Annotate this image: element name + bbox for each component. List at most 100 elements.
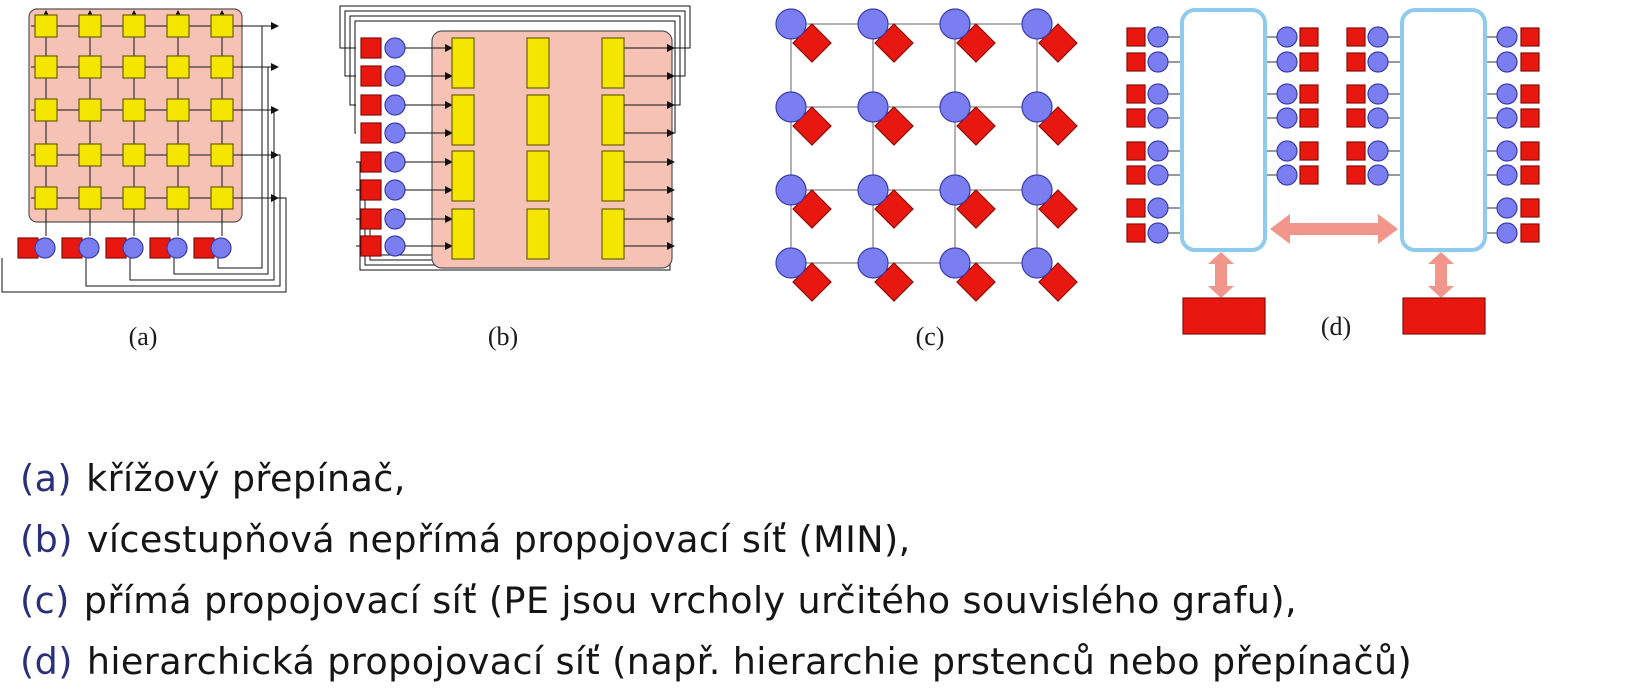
min-switch [601, 94, 625, 146]
min-switch [601, 150, 625, 202]
memory-icon [360, 208, 382, 230]
crossbar-switch [122, 98, 146, 122]
min-switch [451, 94, 475, 146]
crossbar-switch [122, 143, 146, 167]
processor-icon [1147, 222, 1169, 244]
min-switch [526, 150, 550, 202]
memory-icon [1299, 84, 1319, 104]
legend-text: vícestupňová nepřímá propojovací síť (MI… [86, 518, 911, 561]
processor-icon [1496, 83, 1518, 105]
crossbar-switch [34, 143, 58, 167]
hierarchy-links [1168, 36, 1498, 298]
processor-node [939, 247, 971, 279]
memory-icon [1520, 165, 1540, 185]
wire [339, 5, 691, 49]
processor-node [1021, 247, 1053, 279]
processor-node [1021, 8, 1053, 40]
memory-icon [1346, 141, 1366, 161]
memory-icon [360, 235, 382, 257]
memory-icon [1126, 52, 1146, 72]
memory-icon [1520, 84, 1540, 104]
caption-a: (a) [129, 322, 158, 351]
legend-item-c: (c) přímá propojovací síť (PE jsou vrchol… [20, 570, 1620, 631]
memory-link-arrow [1208, 252, 1234, 298]
processor-icon [384, 235, 406, 257]
caption-b: (b) [488, 322, 518, 351]
crossbar-switch [166, 14, 190, 38]
processor-icon [1367, 107, 1389, 129]
crossbar-switch [210, 143, 234, 167]
memory-icon [1346, 84, 1366, 104]
processor-node [857, 91, 889, 123]
crossbar-switch [122, 14, 146, 38]
min-switch [526, 208, 550, 260]
crossbar-switch [34, 98, 58, 122]
processor-icon [1276, 107, 1298, 129]
processor-node [775, 91, 807, 123]
processor-icon [1496, 197, 1518, 219]
memory-icon [360, 179, 382, 201]
crossbar-switch [78, 14, 102, 38]
memory-icon [1520, 223, 1540, 243]
processor-icon [384, 37, 406, 59]
memory-icon [1126, 27, 1146, 47]
min-switch [451, 37, 475, 89]
legend-tag: (b) [20, 518, 73, 561]
crossbar-switch [166, 55, 190, 79]
crossbar-switch [78, 143, 102, 167]
processor-icon [1496, 107, 1518, 129]
wire [344, 10, 686, 77]
processor-icon [1276, 140, 1298, 162]
processor-node [939, 91, 971, 123]
processor-icon [1147, 51, 1169, 73]
memory-icon [360, 94, 382, 116]
processor-node [775, 8, 807, 40]
crossbar-switch [34, 186, 58, 210]
ring-link-arrow [1270, 214, 1398, 244]
processor-icon [122, 237, 144, 259]
memory-link-arrow [1428, 252, 1454, 298]
ring-left [1180, 8, 1267, 252]
ring-right [1400, 8, 1487, 252]
memory-icon [1299, 141, 1319, 161]
processor-icon [384, 94, 406, 116]
min-switch [526, 37, 550, 89]
processor-icon [1147, 164, 1169, 186]
processor-icon [1496, 26, 1518, 48]
processor-node [775, 247, 807, 279]
memory-icon [1346, 108, 1366, 128]
crossbar-switch [166, 143, 190, 167]
min-switch [451, 208, 475, 260]
processor-icon [1496, 222, 1518, 244]
processor-node [775, 174, 807, 206]
crossbar-switches [17, 10, 279, 259]
processor-icon [384, 65, 406, 87]
processor-node [939, 8, 971, 40]
processor-icon [384, 208, 406, 230]
hierarchy-nodes [1126, 26, 1540, 335]
processor-icon [210, 237, 232, 259]
legend-list: (a) křížový přepínač, (b) vícestupňová nep… [20, 448, 1620, 692]
crossbar-switch [166, 98, 190, 122]
legend-item-d: (d) hierarchická propojovací síť (např. h… [20, 631, 1620, 692]
legend-text: křížový přepínač, [86, 457, 406, 500]
legend-text: hierarchická propojovací síť (např. hier… [86, 640, 1413, 683]
processor-icon [384, 122, 406, 144]
mesh-diagram: (c) [775, 8, 1078, 351]
processor-icon [1147, 140, 1169, 162]
processor-icon [384, 179, 406, 201]
legend-tag: (d) [20, 640, 73, 683]
processor-icon [1367, 26, 1389, 48]
legend-item-b: (b) vícestupňová nepřímá propojovací síť … [20, 509, 1620, 570]
crossbar-switch [78, 98, 102, 122]
memory-icon [1520, 141, 1540, 161]
crossbar-switch [78, 55, 102, 79]
legend-tag: (a) [20, 457, 73, 500]
caption-d: (d) [1321, 312, 1351, 341]
crossbar-switch [34, 14, 58, 38]
memory-icon [1346, 52, 1366, 72]
memory-icon [1126, 165, 1146, 185]
min-switches [360, 37, 675, 260]
processor-icon [1496, 164, 1518, 186]
memory-icon [1346, 27, 1366, 47]
